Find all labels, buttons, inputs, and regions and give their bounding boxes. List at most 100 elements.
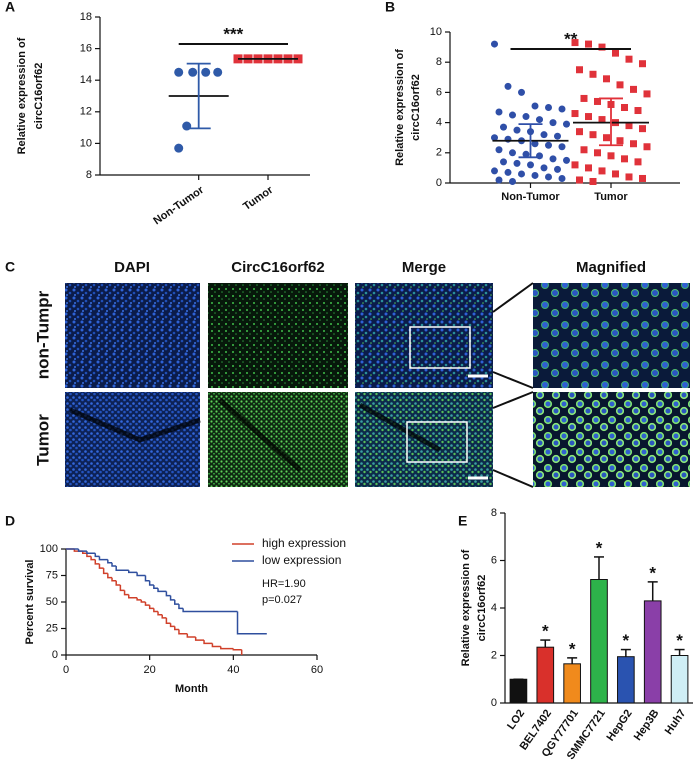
data-point [639, 174, 646, 182]
y-axis-title: circC16orf62 [476, 575, 488, 642]
data-point [598, 116, 606, 124]
y-tick-label: 100 [40, 543, 58, 555]
data-point [545, 104, 552, 111]
data-point [621, 155, 628, 163]
data-point [630, 85, 637, 93]
survival-step [119, 585, 125, 592]
data-point [531, 140, 539, 148]
y-tick-label: 12 [80, 106, 92, 118]
survival-step [203, 640, 213, 645]
significance: *** [223, 24, 243, 43]
significance: * [623, 631, 630, 650]
data-point [540, 131, 548, 139]
survival-step [174, 599, 179, 605]
survival-step [115, 565, 129, 571]
survival-step [161, 614, 167, 619]
zoom-box [409, 326, 471, 369]
row-label: non-Tumpr [33, 290, 52, 379]
row-label: Tumor [33, 414, 52, 466]
data-point [594, 149, 601, 157]
data-point [500, 158, 507, 166]
data-point [513, 159, 521, 167]
column-header: Magnified [576, 259, 646, 276]
x-tick-label: 60 [311, 664, 323, 676]
survival-step [94, 553, 100, 558]
survival-step [115, 580, 121, 586]
data-point [536, 152, 543, 160]
data-point [571, 161, 579, 169]
data-point [612, 49, 619, 57]
data-point [607, 152, 615, 160]
y-tick-label: 8 [436, 56, 442, 68]
data-point [589, 131, 597, 139]
bar [670, 655, 689, 704]
data-point [213, 67, 223, 77]
panel-label: D [5, 513, 15, 529]
data-point [504, 82, 512, 90]
data-point [509, 111, 516, 119]
x-tick-label: Non-Tumor [501, 191, 560, 203]
micrograph [355, 283, 493, 388]
data-point [549, 155, 557, 163]
y-tick-label: 6 [491, 554, 497, 566]
survival-step [165, 617, 171, 624]
y-tick-label: 10 [80, 137, 92, 149]
data-point [558, 105, 566, 113]
data-point [495, 176, 503, 184]
survival-step [220, 646, 234, 650]
survival-step [165, 591, 171, 597]
data-point [540, 164, 548, 172]
data-point [531, 171, 539, 179]
survival-step [111, 577, 117, 582]
data-point [598, 167, 606, 175]
micrograph [533, 392, 690, 487]
survival-step [86, 551, 96, 554]
data-point [563, 120, 570, 128]
data-point [491, 134, 498, 142]
survival-step [148, 580, 154, 586]
data-point [598, 43, 606, 51]
x-tick-label: HepG2 [605, 708, 635, 744]
micrograph-images [65, 282, 690, 488]
survival-step [86, 553, 92, 558]
data-point [522, 113, 530, 121]
data-point [589, 70, 597, 78]
micrograph [208, 283, 348, 388]
y-axis-title: Relative expression of [16, 37, 28, 154]
bar [563, 663, 581, 704]
data-point [576, 128, 583, 136]
data-point [174, 67, 184, 77]
y-tick-label: 4 [436, 117, 442, 129]
survival-step [140, 599, 146, 603]
y-tick-label: 2 [491, 649, 497, 661]
data-point [495, 108, 503, 116]
survival-step [90, 556, 96, 561]
y-tick-label: 14 [80, 74, 92, 86]
survival-step [98, 556, 108, 561]
significance: * [542, 622, 549, 641]
x-tick-label: Hep3B [632, 707, 662, 742]
data-point [491, 167, 498, 175]
data-point [634, 158, 642, 166]
panel-label: B [385, 0, 395, 15]
data-point [585, 164, 592, 172]
data-point [174, 143, 184, 153]
y-axis-title: Relative expression of [460, 549, 472, 666]
data-point [585, 113, 592, 121]
data-point [201, 67, 211, 77]
y-tick-label: 25 [46, 622, 58, 634]
bar [617, 656, 635, 704]
survival-step [136, 597, 142, 601]
survival-step [178, 629, 188, 635]
survival-step [157, 611, 163, 616]
survival-step [148, 605, 154, 610]
y-tick-label: 0 [436, 177, 442, 189]
y-tick-label: 50 [46, 596, 58, 608]
data-point [576, 66, 583, 74]
data-point [491, 40, 498, 48]
data-point [594, 97, 601, 105]
y-tick-label: 8 [491, 507, 497, 519]
data-point [545, 141, 552, 149]
y-axis-title: circC16orf62 [33, 63, 45, 130]
x-axis-title: Month [175, 683, 208, 695]
